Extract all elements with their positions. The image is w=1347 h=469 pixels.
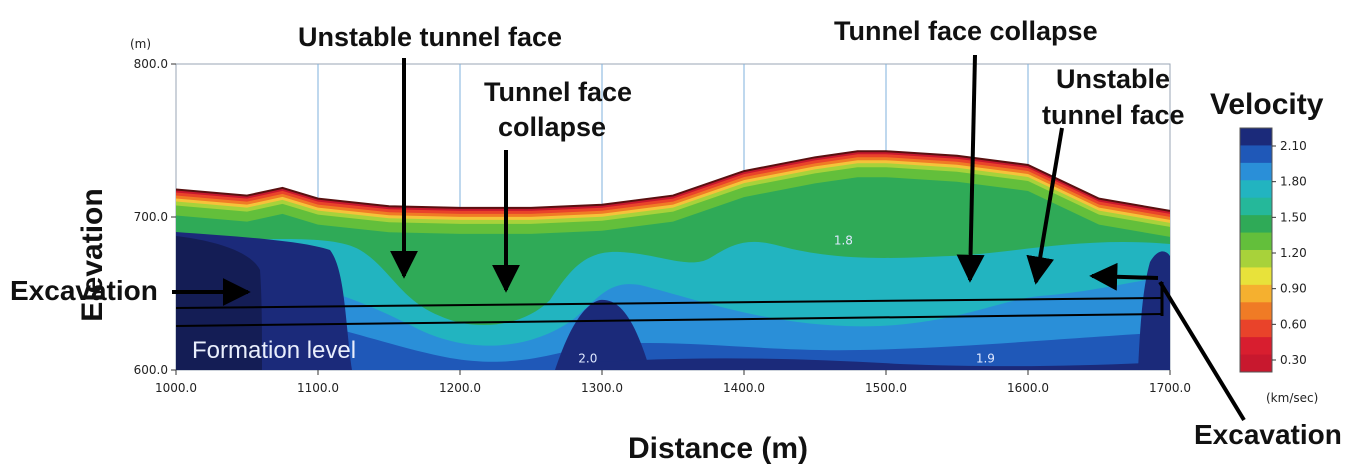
y-tick-label: 800.0 — [134, 57, 168, 71]
annotation-arrows — [172, 54, 1246, 422]
annotation-excavation-right: Excavation — [1194, 419, 1342, 450]
colorbar-segment — [1240, 302, 1272, 321]
annotation-texts: Unstable tunnel face Tunnel face collaps… — [10, 16, 1342, 450]
colorbar-tick-label: 2.10 — [1280, 139, 1307, 153]
colorbar-tick-label: 0.30 — [1280, 353, 1307, 367]
colorbar-title: Velocity — [1210, 88, 1324, 121]
colorbar-segment — [1240, 180, 1272, 199]
colorbar-tick-label: 1.80 — [1280, 175, 1307, 189]
colorbar-segment — [1240, 354, 1272, 373]
colorbar-segment — [1240, 197, 1272, 216]
y-tick-label: 700.0 — [134, 210, 168, 224]
in-plot-label: 2.0 — [578, 351, 597, 365]
in-plot-label: 1.9 — [976, 351, 995, 365]
arrow-excavation-right-diagonal — [1158, 280, 1246, 422]
y-axis-label: Elevation — [76, 188, 109, 321]
high-velocity-base — [600, 358, 1170, 370]
colorbar-segment — [1240, 319, 1272, 338]
colorbar-unit: (km/sec) — [1266, 391, 1318, 405]
x-axis-ticks: 1000.0 1100.0 1200.0 1300.0 1400.0 1500.0 1600… — [155, 370, 1191, 395]
arrow-excavation-right-horizontal — [1089, 262, 1159, 291]
colorbar-tick-label: 0.90 — [1280, 282, 1307, 296]
annotation-excavation-left: Excavation — [10, 275, 158, 306]
in-plot-label: 1.8 — [834, 234, 853, 248]
annotation-tunnel-face-collapse-mid-line1: Tunnel face — [484, 77, 632, 107]
y-axis-ticks: 600.0 700.0 800.0 — [134, 57, 176, 377]
high-velocity-core-left — [176, 236, 262, 370]
in-plot-value-labels: 1.8 2.0 1.9 — [578, 234, 995, 366]
colorbar-segment — [1240, 215, 1272, 234]
annotation-unstable-tunnel-face-right-line1: Unstable — [1056, 64, 1170, 94]
y-tick-label: 600.0 — [134, 363, 168, 377]
colorbar-segment — [1240, 284, 1272, 303]
colorbar-tick-label: 1.50 — [1280, 210, 1307, 224]
colorbar-segment — [1240, 145, 1272, 164]
annotation-tunnel-face-collapse-right: Tunnel face collapse — [834, 16, 1098, 46]
x-tick-label: 1000.0 — [155, 381, 197, 395]
annotation-unstable-tunnel-face-right-line2: tunnel face — [1042, 100, 1185, 130]
annotation-tunnel-face-collapse-mid-line2: collapse — [498, 112, 606, 142]
velocity-colorbar — [1239, 127, 1273, 373]
colorbar-frame — [1239, 127, 1273, 373]
x-tick-label: 1200.0 — [439, 381, 481, 395]
high-velocity-block-right — [1138, 251, 1170, 370]
tunnel-crown-line — [175, 297, 1163, 309]
x-tick-label: 1400.0 — [723, 381, 765, 395]
colorbar-tick-labels: 2.10 1.80 1.50 1.20 0.90 0.60 0.30 — [1272, 139, 1307, 367]
x-tick-label: 1700.0 — [1149, 381, 1191, 395]
colorbar-segment — [1240, 250, 1272, 268]
formation-level-label: Formation level — [192, 337, 356, 364]
high-velocity-mound-middle — [555, 299, 650, 370]
annotation-unstable-tunnel-face-left: Unstable tunnel face — [298, 22, 562, 52]
x-tick-label: 1500.0 — [865, 381, 907, 395]
x-tick-label: 1100.0 — [297, 381, 339, 395]
colorbar-segment — [1240, 232, 1272, 251]
band-1-90 — [176, 300, 1170, 370]
tunnel-invert-line — [175, 313, 1163, 327]
x-axis-label: Distance (m) — [628, 432, 808, 465]
colorbar-tick-label: 1.20 — [1280, 246, 1307, 260]
ground-surface-line — [176, 150, 1170, 212]
arrow-unstable-right — [1026, 127, 1064, 285]
colorbar-segment — [1240, 162, 1272, 181]
colorbar-tick-label: 0.60 — [1280, 317, 1307, 331]
y-axis-unit: (m) — [130, 37, 151, 51]
x-tick-label: 1600.0 — [1007, 381, 1049, 395]
colorbar-segment — [1240, 128, 1272, 146]
arrow-collapse-right — [956, 54, 985, 283]
colorbar-segment — [1240, 267, 1272, 286]
x-tick-label: 1300.0 — [581, 381, 623, 395]
colorbar-segment — [1240, 337, 1272, 356]
